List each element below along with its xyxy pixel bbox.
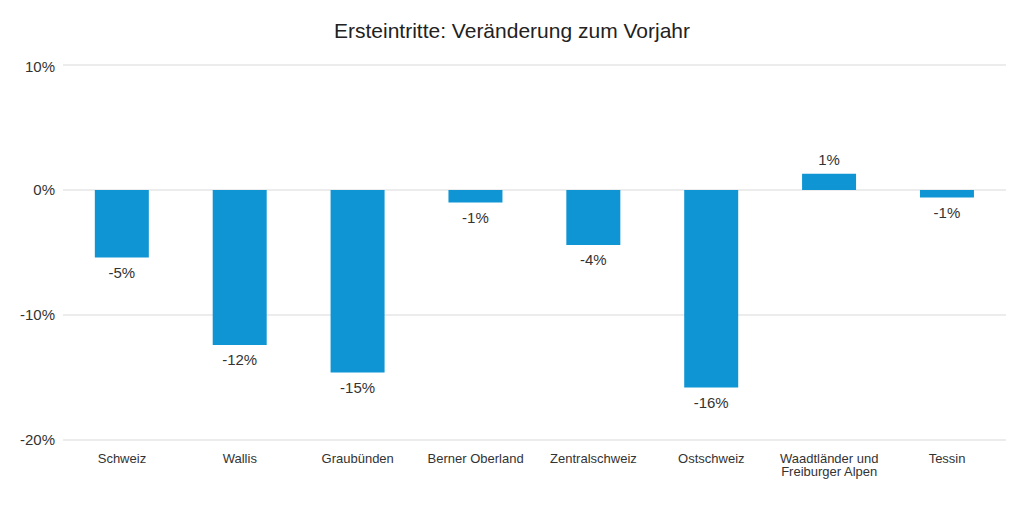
svg-text:Graubünden: Graubünden <box>322 451 394 466</box>
svg-text:-1%: -1% <box>462 209 489 226</box>
svg-text:-15%: -15% <box>340 379 375 396</box>
svg-text:Waadtländer undFreiburger Alpe: Waadtländer undFreiburger Alpen <box>780 451 879 479</box>
svg-text:-1%: -1% <box>934 204 961 221</box>
svg-text:Berner Oberland: Berner Oberland <box>428 451 524 466</box>
svg-text:Schweiz: Schweiz <box>98 451 146 466</box>
html-text:Ersteintritte: Veränderung zum: Ersteintritte: Veränderung zum Vorjahr <box>334 19 690 42</box>
svg-text:Zentralschweiz: Zentralschweiz <box>550 451 637 466</box>
svg-text:Wallis: Wallis <box>223 451 258 466</box>
svg-text:-10%: -10% <box>20 306 55 323</box>
svg-text:-16%: -16% <box>694 394 729 411</box>
svg-text:-5%: -5% <box>108 264 135 281</box>
svg-text:-4%: -4% <box>580 251 607 268</box>
svg-text:1%: 1% <box>818 151 840 168</box>
svg-text:Tessin: Tessin <box>929 451 966 466</box>
svg-text:-20%: -20% <box>20 431 55 448</box>
svg-text:0%: 0% <box>33 181 55 198</box>
svg-text:10%: 10% <box>25 58 55 75</box>
svg-text:-12%: -12% <box>222 351 257 368</box>
svg-text:Ostschweiz: Ostschweiz <box>678 451 744 466</box>
